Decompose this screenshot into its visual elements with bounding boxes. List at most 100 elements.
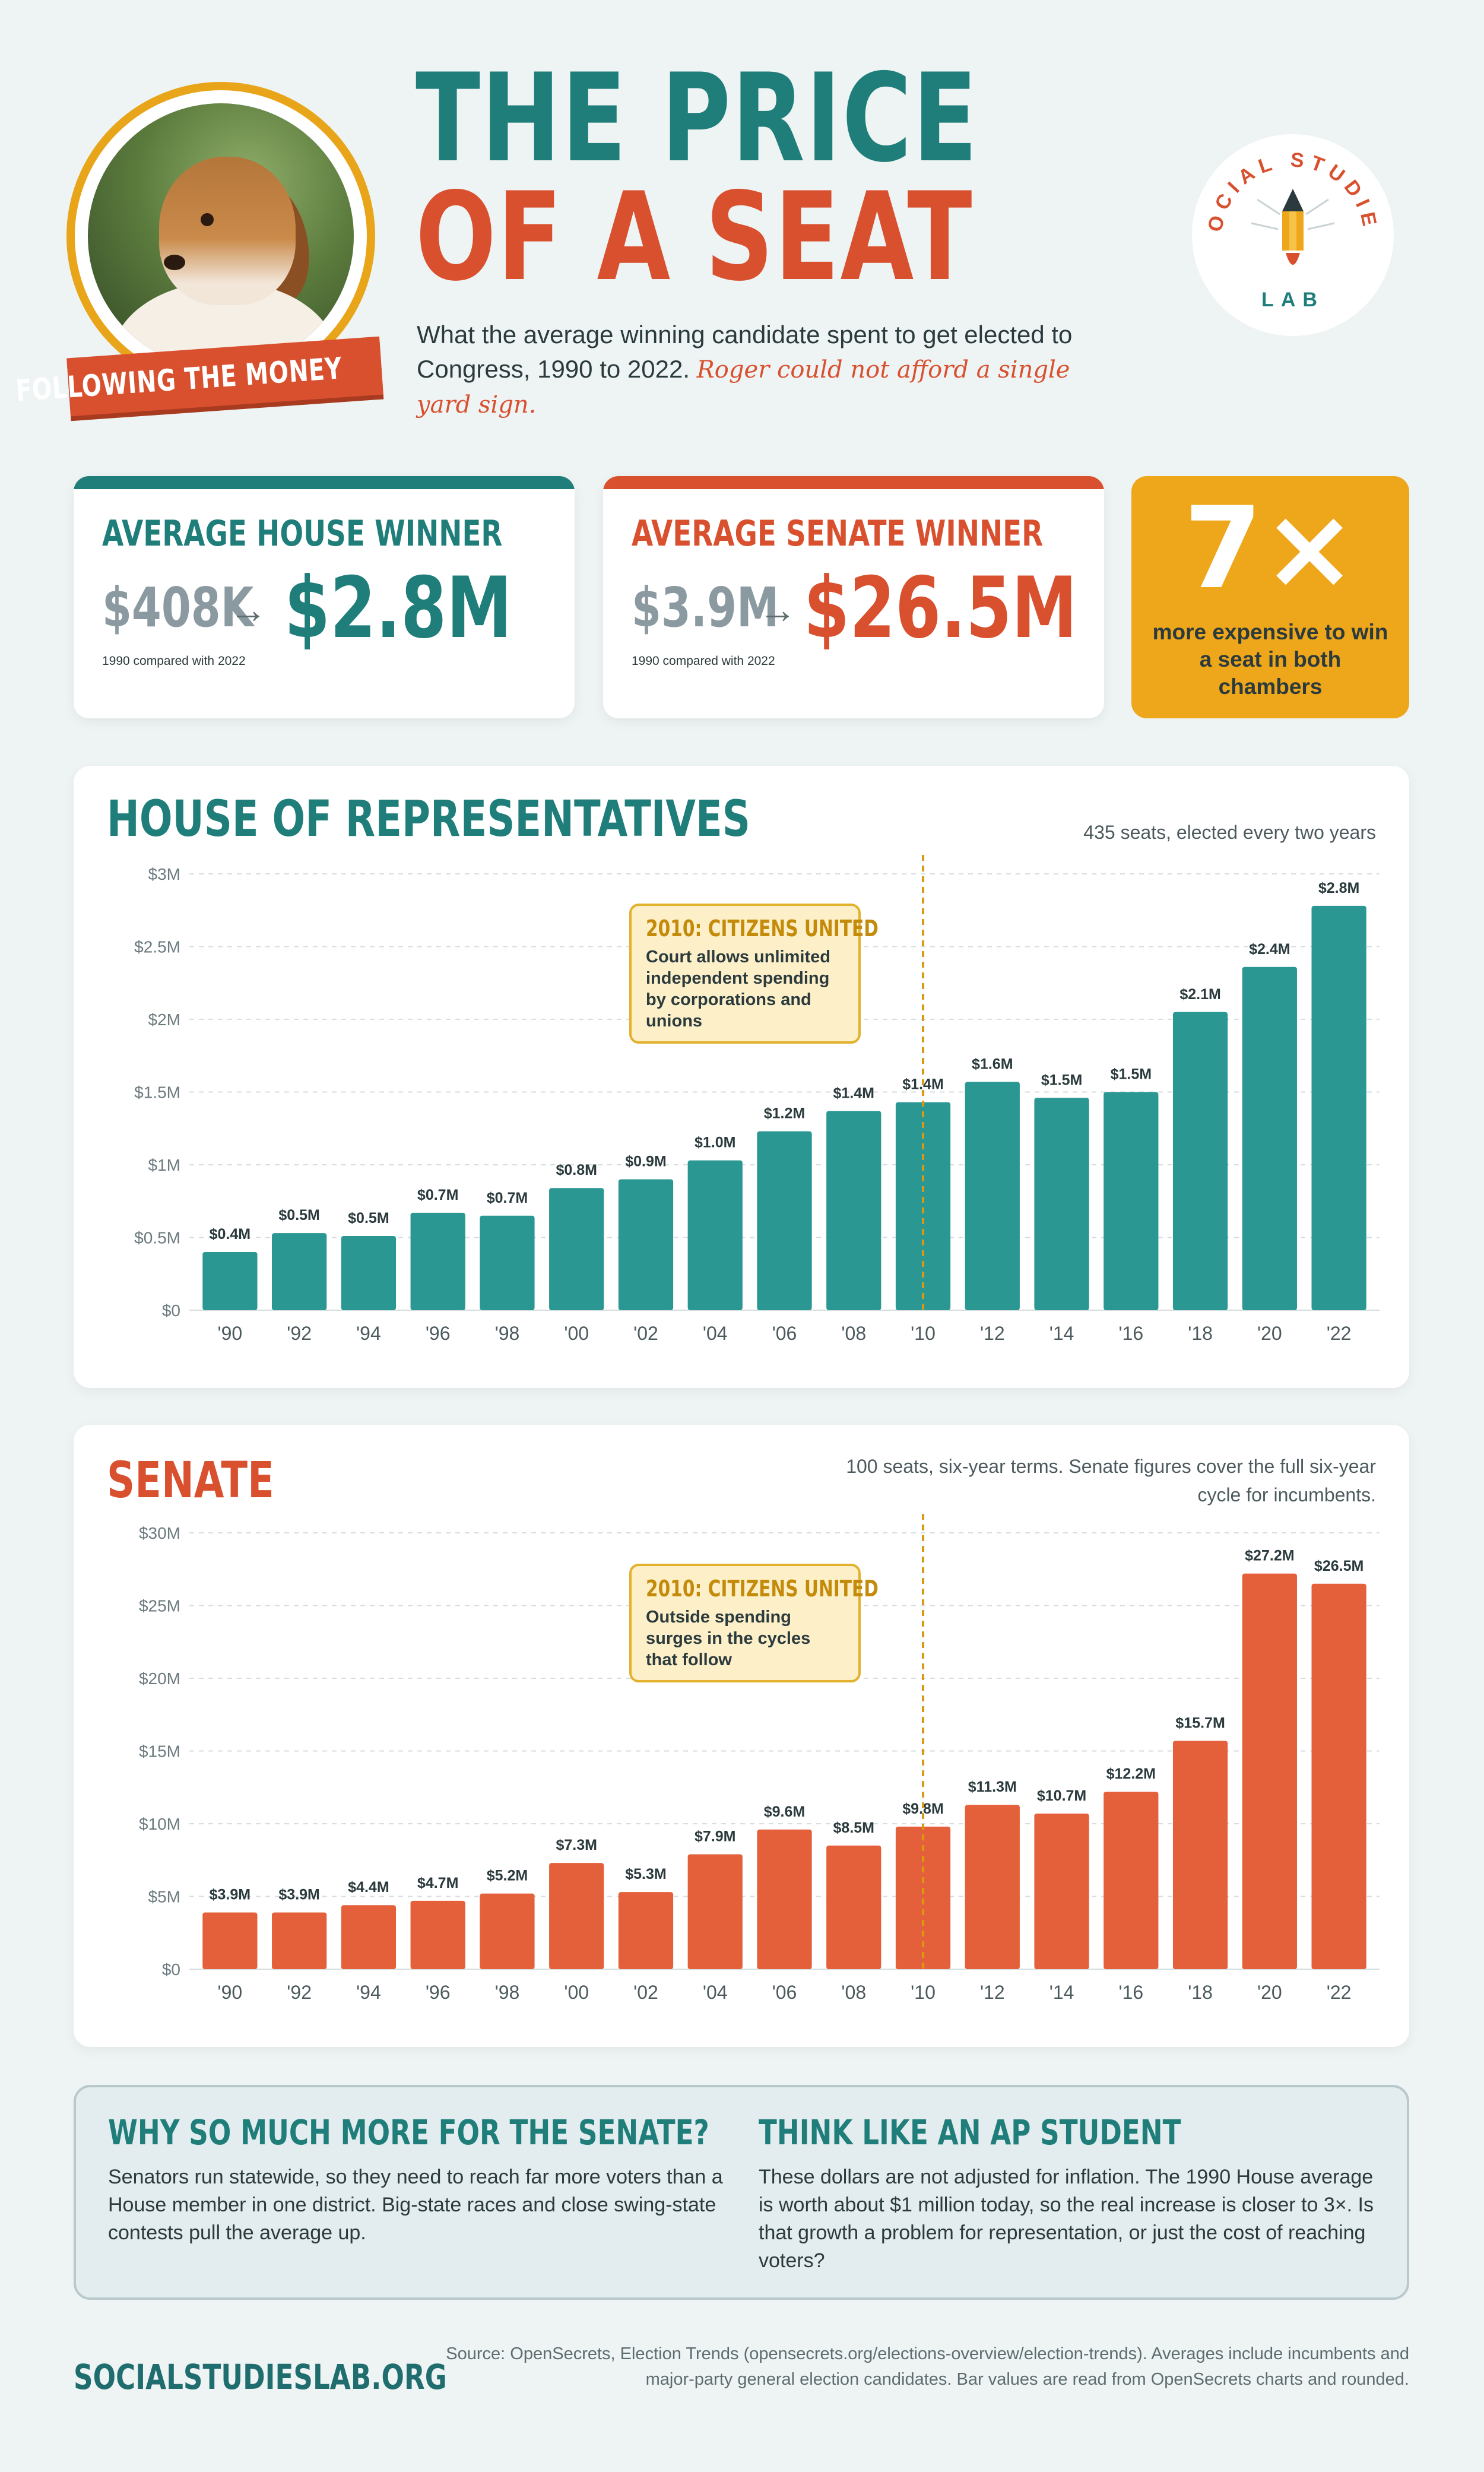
title-line-1: THE PRICE: [416, 48, 979, 189]
house-category-label: '04: [703, 1323, 728, 1344]
explainer-right-body: These dollars are not adjusted for infla…: [759, 2166, 1374, 2272]
senate-bar: [895, 1826, 951, 1969]
house-category-label: '96: [426, 1323, 451, 1344]
house-bar: [1172, 1012, 1228, 1310]
house-value-label: $2.1M: [1179, 986, 1220, 1003]
house-category-label: '08: [841, 1323, 866, 1344]
senate-category-label: '16: [1118, 1982, 1143, 2003]
senate-bar: [341, 1905, 397, 1969]
house-callout: 2010: CITIZENS UNITED Court allows unlim…: [629, 904, 879, 1044]
senate-value-label: $4.7M: [417, 1875, 458, 1891]
senate-value-label: $8.5M: [833, 1820, 874, 1836]
senate-ytick-label: $5M: [148, 1888, 180, 1906]
house-ytick-label: $2.5M: [134, 938, 180, 956]
senate-value-label: $27.2M: [1245, 1548, 1294, 1564]
senate-chart-note: 100 seats, six-year terms. Senate figure…: [846, 1452, 1376, 1509]
multiplier-value: 7×: [1184, 483, 1357, 614]
house-bar: [618, 1179, 674, 1310]
house-bar: [410, 1212, 465, 1310]
house-bar: [202, 1252, 258, 1310]
senate-value-label: $5.2M: [487, 1868, 528, 1884]
senate-stat-to: $26.5M: [804, 559, 1077, 657]
senate-category-label: '20: [1257, 1982, 1282, 2003]
house-bar: [1104, 1092, 1159, 1310]
senate-value-label: $5.3M: [625, 1866, 666, 1882]
house-category-label: '16: [1118, 1323, 1143, 1344]
house-bar: [1242, 966, 1297, 1310]
explainer-left-body: Senators run statewide, so they need to …: [108, 2166, 723, 2244]
subtitle: What the average winning candidate spent…: [417, 318, 1129, 422]
senate-bar: [1311, 1583, 1366, 1969]
senate-category-label: '00: [564, 1982, 589, 2003]
senate-bar: [757, 1829, 812, 1969]
house-bar: [272, 1233, 327, 1310]
senate-chart-title: SENATE: [107, 1451, 274, 1509]
senate-category-label: '12: [980, 1982, 1005, 2003]
house-category-label: '12: [980, 1323, 1005, 1344]
house-callout-body: Court allows unlimited independent spend…: [646, 947, 830, 1031]
senate-value-label: $26.5M: [1314, 1558, 1363, 1574]
house-bar: [549, 1188, 604, 1310]
senate-chart-panel: SENATE 100 seats, six-year terms. Senate…: [74, 1425, 1409, 2047]
house-ytick-label: $1M: [148, 1156, 180, 1174]
footer-brand[interactable]: SOCIALSTUDIESLAB.ORG: [74, 2357, 447, 2397]
house-category-label: '00: [564, 1323, 589, 1344]
senate-ytick-label: $25M: [139, 1597, 180, 1615]
senate-bar: [1104, 1792, 1159, 1969]
senate-note-line-1: 100 seats, six-year terms. Senate figure…: [846, 1456, 1376, 1477]
senate-ytick-label: $15M: [139, 1742, 180, 1761]
arrow-icon: →: [229, 588, 267, 631]
senate-bar: [1242, 1573, 1297, 1969]
house-value-label: $0.5M: [278, 1207, 319, 1224]
senate-category-label: '04: [703, 1982, 728, 2003]
house-category-label: '22: [1327, 1323, 1352, 1344]
house-bar: [1311, 905, 1366, 1310]
house-value-label: $2.4M: [1249, 941, 1290, 958]
house-stat-from: $408K: [102, 576, 254, 639]
senate-bar: [826, 1845, 881, 1969]
dog-photo: [88, 103, 354, 369]
senate-category-label: '22: [1327, 1982, 1352, 2003]
senate-bar: [1034, 1813, 1089, 1969]
senate-callout: 2010: CITIZENS UNITED Outside spending s…: [629, 1564, 879, 1682]
senate-category-label: '94: [356, 1982, 381, 2003]
house-bar: [480, 1215, 535, 1310]
senate-value-label: $9.6M: [764, 1804, 805, 1820]
subtitle-text: What the average winning candidate spent…: [417, 321, 1073, 383]
explainer-box: WHY SO MUCH MORE FOR THE SENATE? Senator…: [74, 2085, 1409, 2300]
house-chart-panel: HOUSE OF REPRESENTATIVES 435 seats, elec…: [74, 766, 1409, 1388]
dog-nose: [164, 255, 185, 270]
house-stat-label: AVERAGE HOUSE WINNER: [102, 513, 503, 554]
house-category-label: '02: [633, 1323, 658, 1344]
house-ytick-label: $2M: [148, 1010, 180, 1029]
house-category-label: '98: [495, 1323, 520, 1344]
house-bar: [1034, 1098, 1089, 1310]
senate-category-label: '08: [841, 1982, 866, 2003]
ribbon-text: FOLLOWING THE MONEY: [14, 351, 344, 408]
senate-ytick-label: $30M: [139, 1524, 180, 1542]
house-category-label: '94: [356, 1323, 381, 1344]
senate-value-label: $12.2M: [1106, 1766, 1156, 1782]
house-value-label: $0.8M: [556, 1162, 597, 1178]
house-stat-card: AVERAGE HOUSE WINNER $408K → $2.8M 1990 …: [74, 476, 575, 718]
senate-callout-title: 2010: CITIZENS UNITED: [646, 1576, 879, 1602]
senate-value-label: $11.3M: [968, 1779, 1017, 1795]
house-category-label: '10: [911, 1323, 936, 1344]
multiplier-card: 7× more expensive to win a seat in both …: [1131, 476, 1409, 718]
house-bar-chart: $0 $0.5M $1M $1.5M $2M $2.5M $3M $0.4M '90 $0.5M '…: [134, 855, 1380, 1344]
senate-bar-chart: $0 $5M $10M $15M $20M $25M $30M $3.9M '90 $3.9M '9…: [139, 1514, 1380, 2003]
senate-value-label: $7.3M: [556, 1837, 597, 1853]
senate-category-label: '96: [426, 1982, 451, 2003]
house-value-label: $1.4M: [833, 1085, 874, 1101]
multiplier-text: more expensive to win a seat in both cha…: [1152, 620, 1388, 699]
house-category-label: '20: [1257, 1323, 1282, 1344]
house-stat-to: $2.8M: [284, 559, 512, 657]
house-bar: [965, 1082, 1020, 1310]
senate-value-label: $7.9M: [695, 1828, 735, 1845]
card-accent-bar: [74, 476, 575, 489]
house-ytick-label: $0.5M: [134, 1229, 180, 1247]
senate-bar: [687, 1854, 743, 1969]
house-ytick-label: $1.5M: [134, 1083, 180, 1102]
senate-bar: [410, 1900, 465, 1969]
house-value-label: $0.7M: [487, 1190, 528, 1206]
